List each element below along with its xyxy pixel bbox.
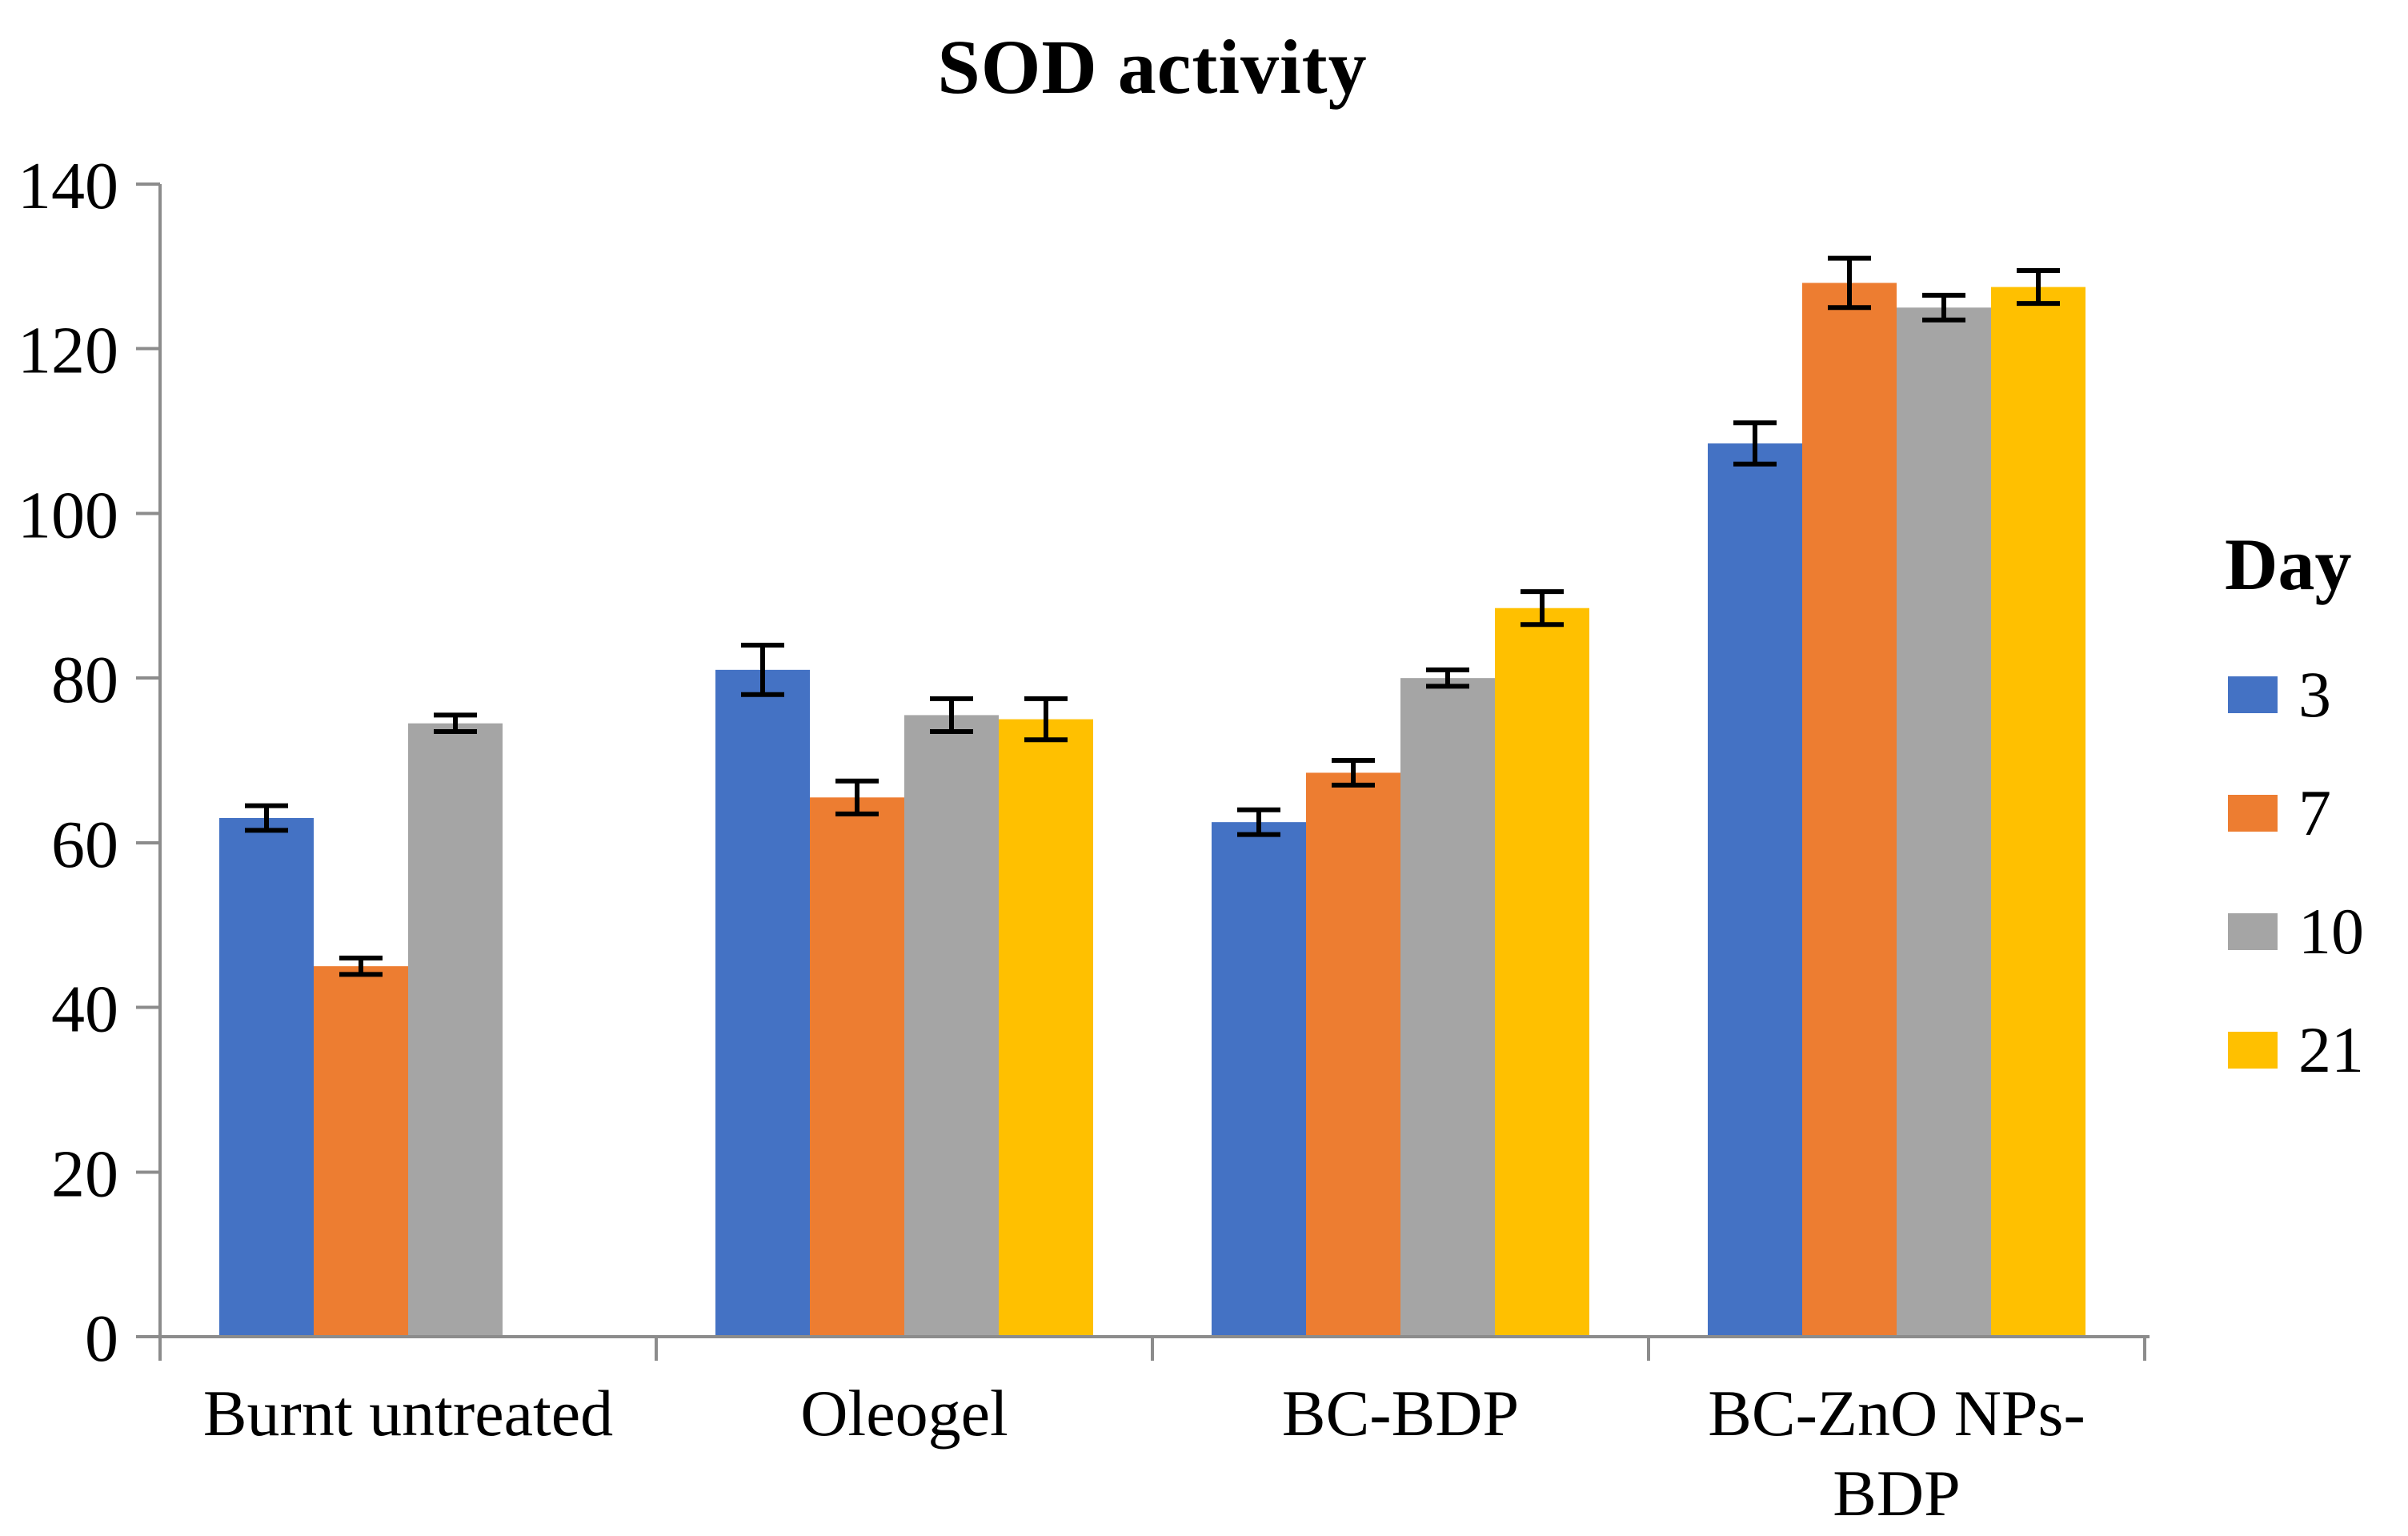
bar-oleogel-day-7 <box>810 797 904 1337</box>
bar-burnt-untreated-day-10 <box>408 723 503 1337</box>
y-tick-label: 0 <box>85 1301 118 1376</box>
y-tick-label: 100 <box>18 478 118 552</box>
bar-bc-zno-nps-bdp-day-10 <box>1897 307 1991 1337</box>
bar-bc-bdp-day-21 <box>1495 608 1589 1337</box>
bar-bc-bdp-day-7 <box>1306 772 1400 1337</box>
legend-item-day-3: 3 <box>2199 658 2407 732</box>
legend-swatch-day-10-icon <box>2228 913 2278 950</box>
error-bar-bc-zno-nps-bdp-day-3 <box>1733 420 1777 467</box>
chart-title: SOD activity <box>937 24 1368 110</box>
error-bar-bc-bdp-day-7 <box>1332 758 1375 788</box>
legend-swatch-day-3-icon <box>2228 676 2278 713</box>
legend-label-day-21: 21 <box>2298 1013 2364 1086</box>
legend-item-day-10: 10 <box>2199 895 2407 969</box>
legend-label-day-10: 10 <box>2298 895 2364 968</box>
y-tick-label: 140 <box>18 149 118 223</box>
bar-burnt-untreated-day-3 <box>219 818 314 1337</box>
error-bar-oleogel-day-21 <box>1024 696 1068 743</box>
bar-bc-zno-nps-bdp-day-3 <box>1708 443 1802 1337</box>
legend-item-day-21: 21 <box>2199 1013 2407 1087</box>
y-tick-label: 80 <box>51 643 118 717</box>
error-bar-bc-zno-nps-bdp-day-7 <box>1828 255 1871 311</box>
error-bar-bc-zno-nps-bdp-day-21 <box>2017 268 2060 307</box>
y-tick-label: 20 <box>51 1137 118 1211</box>
bar-oleogel-day-21 <box>999 719 1093 1337</box>
y-tick-label: 40 <box>51 973 118 1047</box>
error-bar-burnt-untreated-day-3 <box>245 803 288 833</box>
error-bar-oleogel-day-7 <box>835 778 879 816</box>
error-bar-bc-zno-nps-bdp-day-10 <box>1922 292 1965 323</box>
y-tick-label: 120 <box>18 314 118 388</box>
error-bar-burnt-untreated-day-7 <box>339 955 383 977</box>
bar-bc-zno-nps-bdp-day-7 <box>1802 283 1897 1337</box>
legend-item-day-7: 7 <box>2199 776 2407 850</box>
error-bar-bc-bdp-day-3 <box>1237 807 1280 837</box>
legend-label-day-7: 7 <box>2298 776 2331 849</box>
error-bar-oleogel-day-10 <box>930 696 973 734</box>
error-bar-oleogel-day-3 <box>741 643 784 697</box>
bar-bc-bdp-day-3 <box>1212 822 1306 1337</box>
y-tick-label: 60 <box>51 808 118 882</box>
legend-swatch-day-7-icon <box>2228 795 2278 832</box>
error-bar-burnt-untreated-day-10 <box>434 712 477 734</box>
bar-oleogel-day-10 <box>904 715 999 1337</box>
legend: Day 3 7 10 21 <box>2199 522 2407 1132</box>
legend-label-day-3: 3 <box>2298 658 2331 731</box>
legend-title: Day <box>2225 523 2352 605</box>
bar-bc-bdp-day-10 <box>1400 678 1495 1337</box>
bar-bc-zno-nps-bdp-day-21 <box>1991 287 2085 1337</box>
bar-burnt-untreated-day-7 <box>314 966 408 1337</box>
legend-swatch-day-21-icon <box>2228 1032 2278 1069</box>
bar-oleogel-day-3 <box>715 669 810 1337</box>
error-bar-bc-bdp-day-10 <box>1426 667 1469 689</box>
error-bar-bc-bdp-day-21 <box>1521 589 1564 628</box>
